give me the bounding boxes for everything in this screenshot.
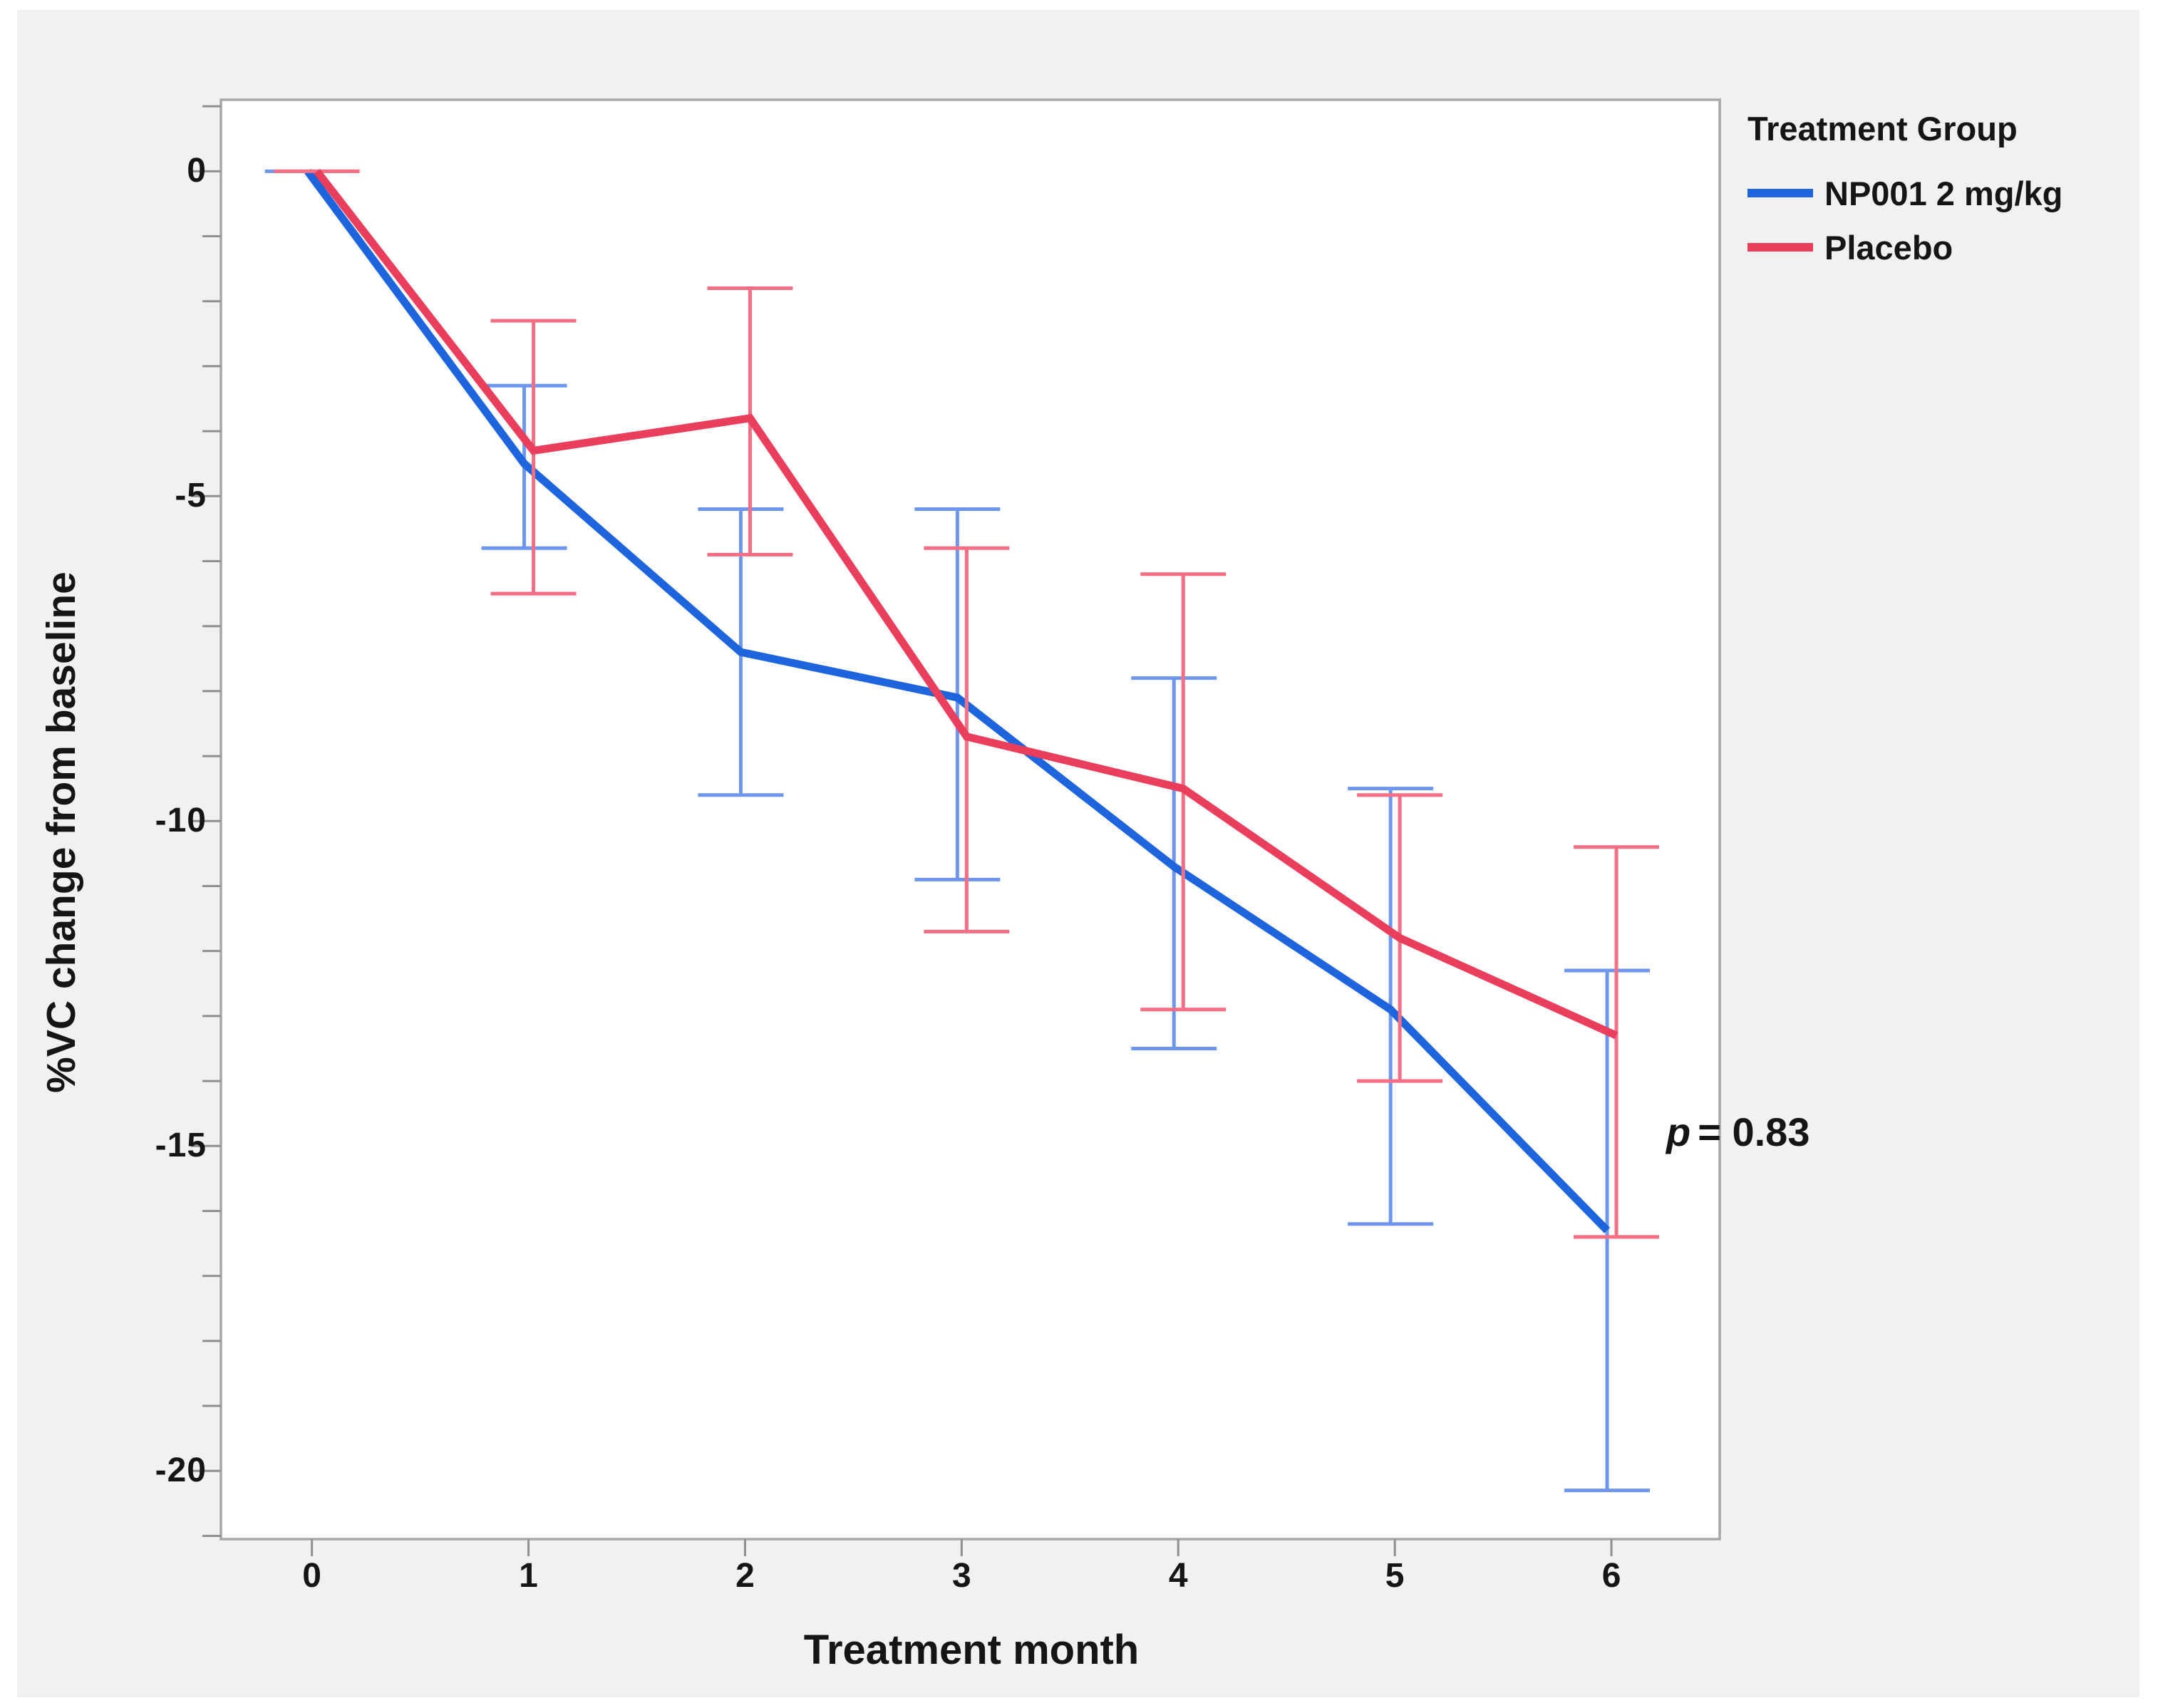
p-text: = 0.83 bbox=[1698, 1109, 1810, 1154]
x-axis-title: Treatment month bbox=[803, 1627, 1140, 1673]
np001-line-swatch bbox=[1747, 189, 1813, 197]
p-value-annotation: p = 0.83 bbox=[1666, 1109, 1809, 1155]
legend-item-np001: NP001 2 mg/kg bbox=[1747, 171, 2063, 215]
legend-item-placebo: Placebo bbox=[1747, 225, 2063, 269]
legend-label-np001: NP001 2 mg/kg bbox=[1824, 174, 2063, 212]
p-symbol: p bbox=[1666, 1109, 1691, 1154]
legend: Treatment Group NP001 2 mg/kg Placebo bbox=[1747, 108, 2063, 269]
y-axis-title: %VC change from baseline bbox=[38, 571, 84, 1093]
placebo-line-swatch bbox=[1747, 243, 1813, 252]
legend-label-placebo: Placebo bbox=[1824, 228, 1953, 266]
legend-title: Treatment Group bbox=[1747, 110, 2018, 147]
